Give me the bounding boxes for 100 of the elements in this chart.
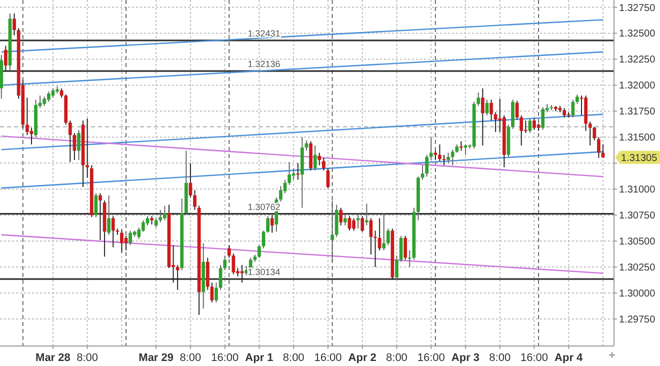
candlestick: [296, 162, 300, 180]
candlestick: [86, 118, 90, 178]
candlestick: [292, 168, 296, 180]
candlestick: [528, 118, 532, 134]
candlestick: [597, 136, 600, 158]
candlestick: [4, 45, 8, 72]
candlestick: [154, 218, 158, 228]
candlestick: [356, 214, 360, 230]
y-tick-label: 1.30250: [619, 262, 656, 274]
y-tick-label: 1.32250: [619, 54, 656, 66]
candlestick: [270, 214, 274, 234]
candlestick: [476, 92, 480, 106]
y-tick-label: 1.31750: [619, 106, 656, 118]
candlestick: [266, 216, 270, 234]
candlestick: [318, 152, 322, 166]
candlestick: [240, 264, 244, 284]
candlestick: [378, 218, 382, 251]
candlestick: [258, 244, 261, 258]
candlestick: [262, 230, 266, 249]
candlestick: [485, 99, 489, 116]
candlestick: [382, 212, 386, 251]
x-tick-label: 16:00: [417, 352, 445, 364]
x-tick-label: 8:00: [489, 352, 511, 364]
candlestick: [429, 136, 433, 161]
y-tick-label: 1.32500: [619, 28, 656, 40]
ref-line-label: 1.32431: [248, 28, 280, 38]
candlestick: [576, 94, 579, 104]
candlestick: [395, 255, 398, 280]
y-tick-label: 1.32000: [619, 80, 656, 92]
candlestick: [158, 209, 162, 223]
candlestick: [343, 214, 347, 226]
candlestick: [339, 207, 343, 226]
candlestick: [322, 157, 326, 171]
x-tick-label: Mar 29: [138, 352, 174, 364]
x-tick-label: 16:00: [520, 352, 548, 364]
candlestick: [68, 120, 72, 163]
x-tick-label: 16:00: [314, 352, 342, 364]
x-tick-label: 8:00: [386, 352, 408, 364]
candlestick: [218, 264, 222, 290]
candlestick: [348, 216, 352, 232]
candlestick: [434, 150, 438, 161]
candlestick: [446, 152, 450, 164]
candlestick: [210, 282, 214, 303]
candlestick: [541, 106, 545, 130]
candlestick: [438, 144, 442, 162]
candlestick: [592, 126, 596, 141]
x-tick-label: Apr 3: [451, 352, 480, 364]
candlestick: [601, 144, 605, 158]
candlestick: [404, 235, 408, 260]
ref-line-label: 1.30134: [248, 267, 280, 278]
candlestick: [352, 218, 356, 232]
candlestick: [98, 192, 102, 241]
x-tick-label: Apr 2: [348, 352, 376, 364]
x-tick-label: Apr 1: [245, 352, 274, 364]
x-tick-label: Apr 4: [554, 352, 584, 364]
candlestick: [481, 88, 484, 146]
candlestick: [111, 216, 115, 248]
candlestick: [520, 114, 524, 146]
candlestick: [313, 144, 317, 171]
candlestick: [46, 90, 50, 102]
candlestick: [460, 140, 463, 152]
candlestick: [279, 185, 282, 202]
ref-line-label: 1.32136: [248, 59, 280, 70]
candlestick: [188, 162, 192, 198]
candlestick: [490, 99, 493, 122]
candlestick: [571, 99, 575, 118]
y-tick-label: 1.29750: [619, 314, 656, 326]
y-tick-label: 1.31000: [619, 184, 656, 196]
y-tick-label: 1.31500: [619, 132, 656, 144]
candlestick: [227, 244, 231, 258]
candlestick: [588, 121, 592, 146]
x-tick-label: Mar 28: [36, 352, 70, 364]
candlestick: [176, 264, 180, 290]
y-tick-label: 1.30750: [619, 210, 656, 222]
candlestick: [374, 230, 377, 268]
x-tick-label: 8:00: [180, 352, 202, 364]
candlestick: [120, 229, 124, 253]
x-tick-label: 8:00: [76, 352, 98, 364]
candlestick: [399, 235, 403, 262]
candlestick: [214, 282, 218, 303]
candlestick: [223, 255, 227, 271]
candlestick: [42, 96, 46, 106]
x-tick-label: 16:00: [211, 352, 239, 364]
candlestick: [364, 203, 368, 226]
y-tick-label: 1.30000: [619, 288, 656, 300]
x-tick-label: 8:00: [282, 352, 304, 364]
candlestick: [12, 13, 16, 36]
candlestick: [107, 194, 111, 236]
candlestick: [450, 149, 454, 166]
candlestick: [425, 154, 428, 178]
candlestick: [26, 97, 29, 136]
candlestick: [532, 118, 536, 130]
candlestick: [77, 129, 80, 161]
y-tick-label: 1.32750: [619, 2, 656, 14]
text: 1.31305: [621, 152, 658, 164]
candlestick: [193, 190, 196, 210]
candlestick: [408, 250, 412, 268]
candlestick: [386, 228, 390, 246]
candlestick: [524, 120, 528, 134]
y-tick-label: 1.30500: [619, 236, 656, 248]
